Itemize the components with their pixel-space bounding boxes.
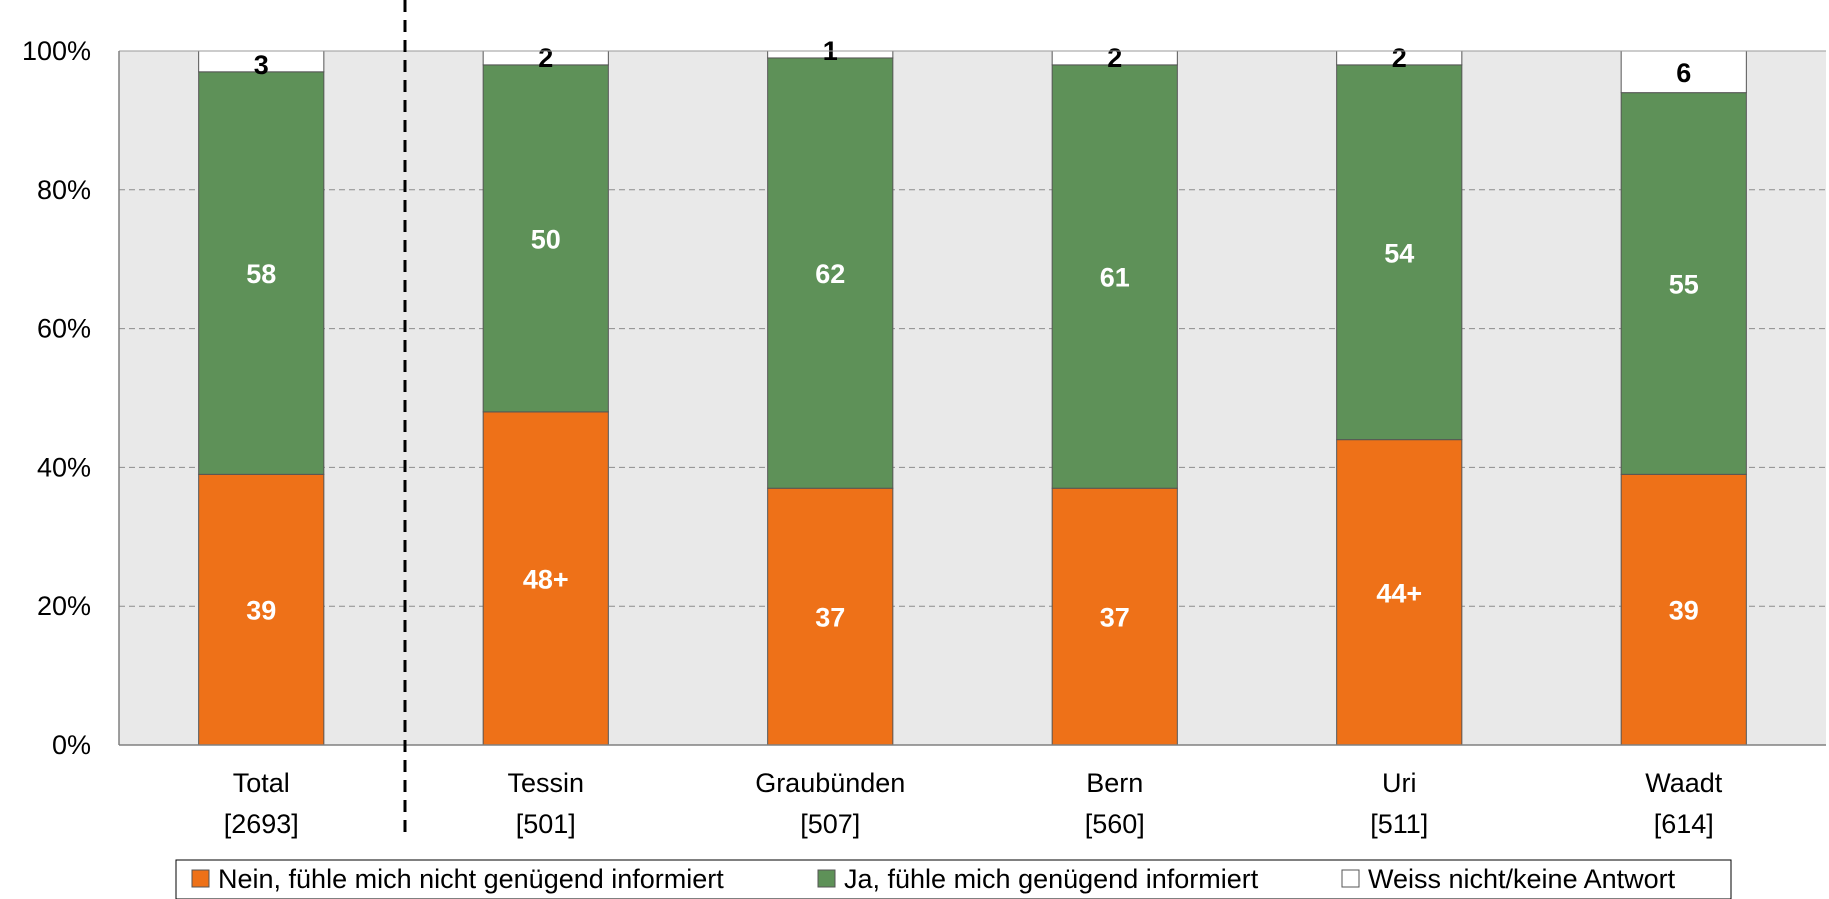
bar-segment [1051, 487, 1178, 746]
bar-value-label: 48+ [523, 564, 569, 594]
x-axis: Total [2693] Tessin [501] Graubünden [507] Ber… [224, 768, 1723, 839]
y-tick-label: 40% [37, 452, 91, 482]
bar-value-label: 39 [246, 596, 276, 626]
y-tick-label: 80% [37, 175, 91, 205]
x-category-count: [560] [1085, 809, 1145, 839]
bar-segment [1336, 64, 1463, 441]
bar-segment [198, 71, 325, 475]
x-category-count: [507] [800, 809, 860, 839]
bar-value-label: 44+ [1376, 578, 1422, 608]
bar-value-label: 61 [1100, 263, 1130, 293]
bar-value-label: 58 [246, 259, 276, 289]
y-tick-label: 60% [37, 314, 91, 344]
bar-value-label: 55 [1669, 269, 1699, 299]
bar-segment [482, 411, 609, 746]
x-category-label: Bern [1086, 768, 1143, 798]
x-category-label: Tessin [507, 768, 584, 798]
bar-segment [767, 57, 894, 489]
legend: Nein, fühle mich nicht genügend informie… [175, 859, 1732, 899]
y-tick-label: 100% [22, 36, 91, 66]
legend-label: Ja, fühle mich genügend informiert [844, 864, 1259, 894]
bar-value-label: 2 [1107, 43, 1122, 73]
y-tick-label: 0% [52, 730, 91, 760]
legend-swatch [817, 869, 836, 888]
x-category-count: [2693] [224, 809, 299, 839]
x-category-count: [511] [1370, 809, 1428, 839]
bar-segment [1051, 64, 1178, 489]
x-category-label: Total [233, 768, 290, 798]
bar-segment [1336, 439, 1463, 746]
bar-value-label: 3 [254, 50, 269, 80]
bar-value-label: 62 [815, 259, 845, 289]
legend-label: Weiss nicht/keine Antwort [1368, 864, 1676, 894]
y-axis: 0% 20% 40% 60% 80% 100% [22, 36, 91, 760]
bar-value-label: 2 [538, 43, 553, 73]
x-category-label: Graubünden [755, 768, 905, 798]
legend-swatch [1341, 869, 1360, 888]
x-category-label: Uri [1382, 768, 1417, 798]
bar-value-label: 37 [1100, 603, 1130, 633]
bar-segment [482, 64, 609, 413]
bar-segment [1620, 50, 1747, 94]
bar-segment [1620, 92, 1747, 475]
bar-value-label: 6 [1676, 58, 1691, 88]
legend-label: Nein, fühle mich nicht genügend informie… [218, 864, 724, 894]
bar-value-label: 2 [1392, 43, 1407, 73]
x-category-count: [501] [516, 809, 576, 839]
bar-segment [198, 473, 325, 746]
x-category-count: [614] [1654, 809, 1714, 839]
legend-frame [175, 859, 1732, 899]
bar-value-label: 39 [1669, 596, 1699, 626]
y-tick-label: 20% [37, 591, 91, 621]
plot-area [119, 51, 1826, 745]
legend-swatch [191, 869, 210, 888]
bar-value-label: 54 [1384, 238, 1414, 268]
bar-value-label: 50 [531, 224, 561, 254]
bar-value-label: 37 [815, 603, 845, 633]
x-category-label: Waadt [1645, 768, 1723, 798]
